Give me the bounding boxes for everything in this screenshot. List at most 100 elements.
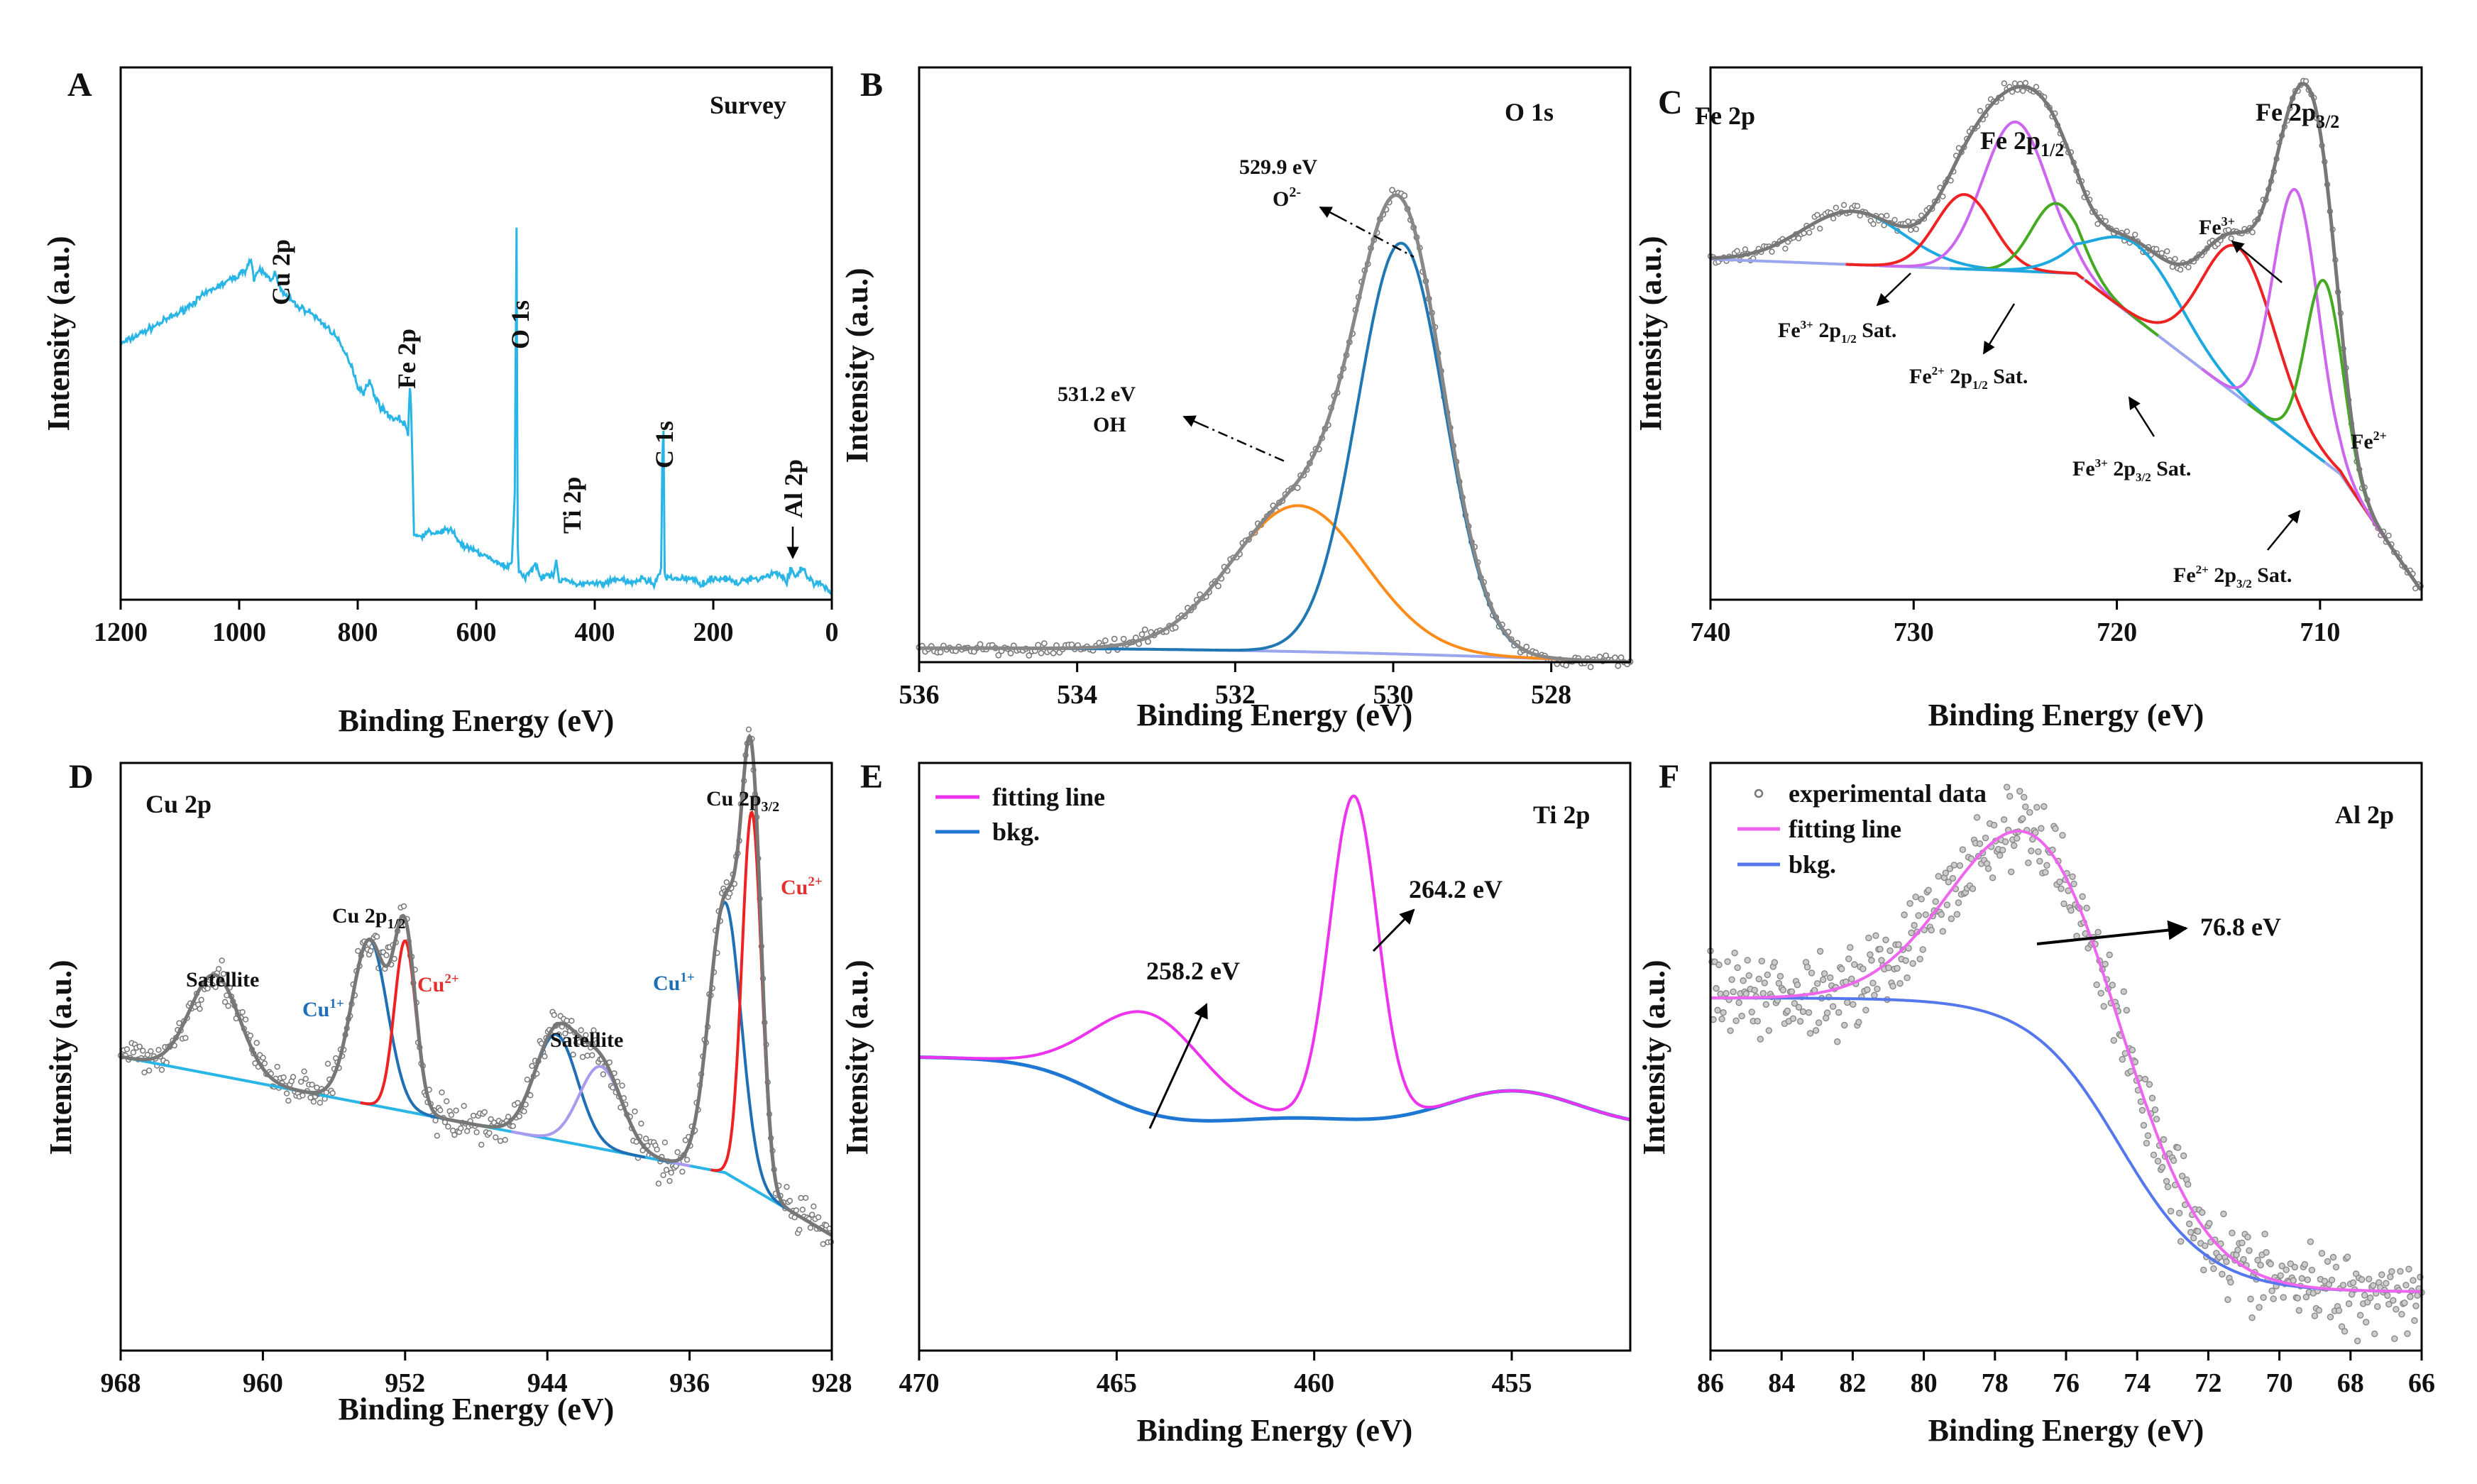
- data-point: [2339, 1282, 2347, 1289]
- data-point: [2001, 838, 2009, 845]
- fe2-2p32-sat-label: Fe2+ 2p3/2 Sat.: [2173, 563, 2292, 590]
- data-point: [2102, 960, 2109, 968]
- data-point: [1872, 932, 1879, 939]
- data-point: [2227, 1278, 2234, 1286]
- legend-fitting-line: fitting line: [992, 783, 1105, 811]
- data-point: [2021, 793, 2028, 801]
- x-tick-label: 936: [669, 1368, 710, 1398]
- data-point: [2154, 1158, 2162, 1165]
- data-point: [2402, 1282, 2410, 1289]
- data-point: [1874, 985, 1881, 993]
- data-point: [2324, 1258, 2332, 1265]
- x-tick-label: 710: [2300, 617, 2340, 647]
- x-tick-label: 200: [693, 617, 734, 647]
- data-point: [486, 1130, 493, 1136]
- data-point: [2328, 1276, 2336, 1284]
- data-point: [1867, 951, 1874, 958]
- x-tick-label: 460: [1294, 1368, 1334, 1398]
- data-point: [2028, 847, 2035, 854]
- fe2-2p12-sat-label: Fe2+ 2p1/2 Sat.: [1909, 364, 2028, 392]
- data-point: [542, 1053, 548, 1060]
- x-tick-label: 465: [1097, 1368, 1137, 1398]
- data-point: [1955, 899, 1962, 906]
- ti2p-curve-group: [919, 794, 1631, 1123]
- component-line: [1879, 120, 2152, 331]
- data-point: [329, 1090, 336, 1096]
- x-tick-label: 952: [385, 1368, 425, 1398]
- data-point: [2100, 1003, 2107, 1010]
- data-point: [521, 1108, 527, 1115]
- data-point: [784, 1184, 790, 1190]
- x-ticks: 86 84 82 80 78 76 74 72 70 68 66: [1697, 1351, 2435, 1398]
- data-point: [1762, 1001, 1770, 1008]
- oh-component-line: [919, 504, 1631, 664]
- data-point: [1713, 984, 1720, 992]
- data-point: [400, 903, 407, 910]
- y-axis-label: Intensity (a.u.): [1637, 960, 1671, 1155]
- data-point: [2318, 1250, 2326, 1257]
- data-point: [176, 1020, 182, 1026]
- data-point: [1603, 652, 1609, 659]
- fe3-2p32-sat-label: Fe3+ 2p3/2 Sat.: [2072, 456, 2191, 484]
- data-point: [439, 1089, 445, 1096]
- data-point: [2244, 1233, 2251, 1241]
- oh-dashdot-pointer: [1199, 422, 1285, 463]
- data-point: [2022, 79, 2029, 86]
- peak-annotation-oh-energy: 531.2 eV: [1058, 383, 1136, 406]
- data-point: [1813, 980, 1821, 987]
- data-point: [807, 1224, 814, 1231]
- data-point: [2059, 832, 2066, 839]
- data-point: [2011, 842, 2018, 850]
- x-tick-label: 82: [1839, 1368, 1866, 1398]
- data-point: [1141, 626, 1148, 633]
- data-point: [2338, 1323, 2346, 1330]
- data-point: [683, 1156, 691, 1163]
- data-point: [310, 1099, 317, 1105]
- data-point: [314, 1084, 320, 1091]
- data-point: [1835, 1008, 1842, 1016]
- data-point: [145, 1067, 153, 1074]
- data-point: [216, 966, 222, 972]
- data-point: [2349, 1279, 2357, 1287]
- panel-f: F Al 2p Binding Energy (eV) Intensity (a…: [1637, 758, 2435, 1448]
- data-point: [1882, 936, 1889, 944]
- x-tick-label: 968: [101, 1368, 141, 1398]
- x-tick-label: 0: [825, 617, 839, 647]
- data-point: [1886, 947, 1894, 955]
- data-point: [1915, 912, 1922, 919]
- o1s-curve-group: [916, 187, 1634, 671]
- data-point: [2094, 221, 2101, 227]
- data-point: [619, 1082, 625, 1089]
- data-point: [1755, 975, 1762, 983]
- data-point: [2160, 1136, 2168, 1143]
- data-point: [2129, 1046, 2136, 1054]
- data-point: [488, 1116, 494, 1123]
- data-point: [300, 1092, 306, 1099]
- data-point: [1764, 971, 1772, 979]
- data-point: [2277, 1272, 2284, 1279]
- data-point: [434, 1133, 440, 1139]
- data-point: [1834, 1038, 1841, 1045]
- data-point: [808, 1211, 815, 1218]
- component-line: [511, 1065, 691, 1167]
- data-point: [1215, 583, 1221, 590]
- x-tick-label: 66: [2408, 1368, 2435, 1398]
- data-point: [1748, 1008, 1755, 1016]
- data-point: [1878, 957, 1885, 964]
- data-point: [2307, 1238, 2314, 1246]
- x-ticks: 968 960 952 944 936 928: [101, 1351, 852, 1398]
- x-tick-label: 68: [2337, 1368, 2364, 1398]
- survey-curve-group: [119, 227, 833, 595]
- x-axis-label: Binding Energy (eV): [1137, 1413, 1413, 1448]
- data-point: [2220, 1210, 2227, 1218]
- legend-experimental-data: experimental data: [1789, 779, 1987, 808]
- data-point: [2110, 1037, 2117, 1044]
- peak-label-o-1s: O 1s: [506, 300, 534, 349]
- x-tick-label: 530: [1373, 680, 1414, 710]
- data-point: [1038, 649, 1045, 656]
- data-point: [1909, 960, 1916, 967]
- data-point: [204, 985, 211, 991]
- data-point: [140, 1048, 146, 1054]
- data-point: [1816, 947, 1824, 955]
- data-point: [551, 1011, 557, 1018]
